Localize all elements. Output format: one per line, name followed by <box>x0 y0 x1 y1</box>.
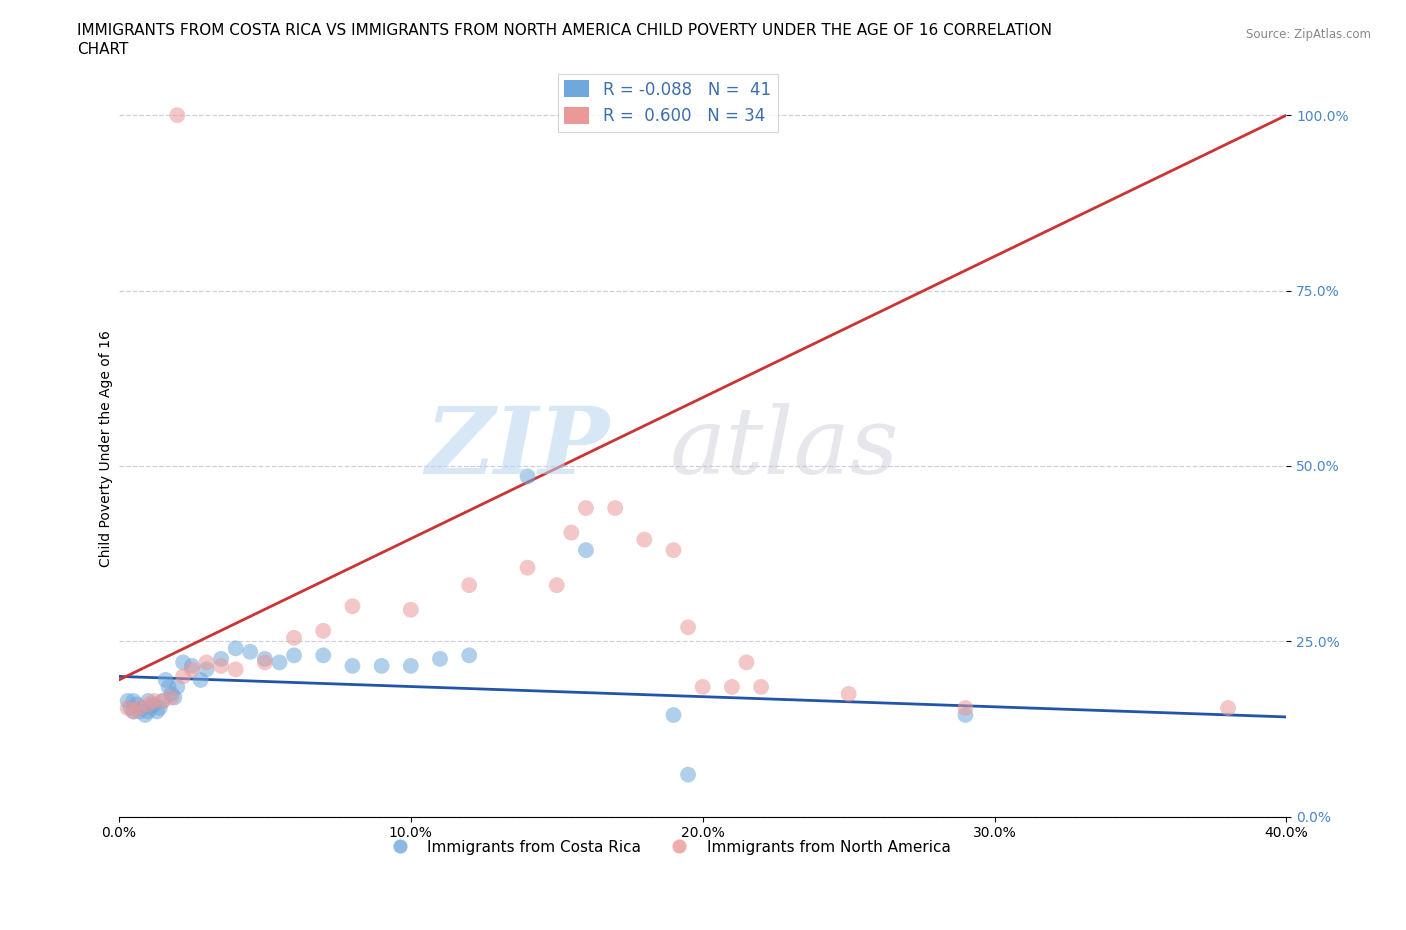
Point <box>1216 700 1239 715</box>
Point <box>546 578 568 592</box>
Point <box>225 641 247 656</box>
Point <box>575 500 598 515</box>
Point <box>134 708 156 723</box>
Point <box>560 525 582 540</box>
Point <box>125 697 148 711</box>
Point <box>662 543 685 558</box>
Point <box>160 686 183 701</box>
Point <box>312 648 335 663</box>
Point <box>605 500 627 515</box>
Point <box>136 697 159 711</box>
Point <box>283 631 305 645</box>
Text: IMMIGRANTS FROM COSTA RICA VS IMMIGRANTS FROM NORTH AMERICA CHILD POVERTY UNDER : IMMIGRANTS FROM COSTA RICA VS IMMIGRANTS… <box>77 23 1052 38</box>
Point <box>180 662 202 677</box>
Legend: Immigrants from Costa Rica, Immigrants from North America: Immigrants from Costa Rica, Immigrants f… <box>378 833 957 860</box>
Point <box>120 700 142 715</box>
Point <box>838 686 860 701</box>
Point <box>195 655 218 670</box>
Point <box>163 690 186 705</box>
Point <box>142 697 165 711</box>
Point <box>633 532 655 547</box>
Point <box>209 651 232 666</box>
Point <box>269 655 291 670</box>
Point <box>117 694 139 709</box>
Text: CHART: CHART <box>77 42 129 57</box>
Point <box>172 655 194 670</box>
Point <box>166 108 188 123</box>
Point <box>157 680 180 695</box>
Point <box>117 700 139 715</box>
Text: Source: ZipAtlas.com: Source: ZipAtlas.com <box>1246 28 1371 41</box>
Point <box>190 672 212 687</box>
Point <box>195 662 218 677</box>
Point <box>253 655 276 670</box>
Point <box>342 658 364 673</box>
Text: ZIP: ZIP <box>425 404 609 494</box>
Point <box>735 655 758 670</box>
Point <box>122 704 145 719</box>
Point <box>458 648 481 663</box>
Point <box>122 694 145 709</box>
Point <box>149 700 172 715</box>
Point <box>131 700 153 715</box>
Point <box>166 680 188 695</box>
Point <box>312 623 335 638</box>
Point <box>209 658 232 673</box>
Point <box>172 669 194 684</box>
Point <box>128 704 150 719</box>
Point <box>662 708 685 723</box>
Point <box>955 700 977 715</box>
Point <box>676 767 699 782</box>
Point <box>692 680 714 695</box>
Point <box>239 644 262 659</box>
Point <box>136 704 159 719</box>
Point <box>370 658 392 673</box>
Point <box>160 690 183 705</box>
Point <box>146 704 169 719</box>
Point <box>516 469 538 484</box>
Point <box>225 662 247 677</box>
Point <box>136 694 159 709</box>
Point <box>676 620 699 635</box>
Point <box>399 658 422 673</box>
Point <box>458 578 481 592</box>
Point <box>152 694 174 709</box>
Point <box>142 694 165 709</box>
Point <box>575 543 598 558</box>
Point <box>253 651 276 666</box>
Point <box>342 599 364 614</box>
Point <box>128 700 150 715</box>
Text: atlas: atlas <box>669 404 900 494</box>
Point <box>155 672 177 687</box>
Point <box>122 704 145 719</box>
Point <box>721 680 744 695</box>
Point <box>180 658 202 673</box>
Point <box>152 694 174 709</box>
Point <box>516 560 538 575</box>
Point <box>955 708 977 723</box>
Point <box>749 680 772 695</box>
Point <box>139 700 162 715</box>
Y-axis label: Child Poverty Under the Age of 16: Child Poverty Under the Age of 16 <box>100 330 114 567</box>
Point <box>429 651 451 666</box>
Point <box>399 603 422 618</box>
Point <box>283 648 305 663</box>
